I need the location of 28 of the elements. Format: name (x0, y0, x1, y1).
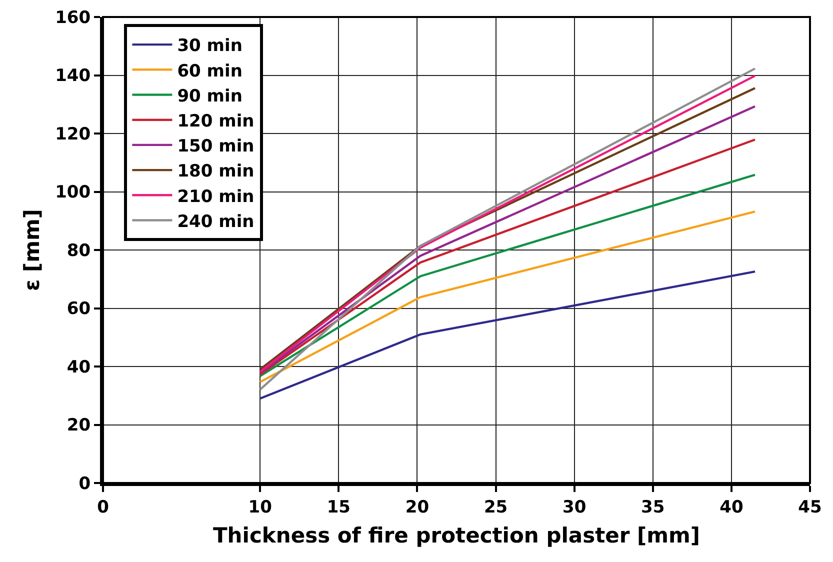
x-tick-label: 45 (798, 497, 822, 518)
y-tick-label: 100 (55, 182, 91, 203)
x-tick-label: 35 (641, 497, 665, 518)
y-tick-label: 160 (55, 8, 91, 28)
y-tick-label: 120 (55, 124, 91, 144)
x-tick-label: 0 (97, 497, 110, 518)
legend-label: 90 min (177, 86, 242, 106)
y-axis-title: ε [mm] (20, 209, 44, 291)
y-tick-label: 20 (66, 416, 91, 436)
y-tick-label: 60 (66, 299, 91, 320)
y-tick-label: 0 (78, 474, 91, 494)
legend-label: 60 min (177, 61, 242, 82)
x-tick-label: 20 (405, 497, 430, 518)
legend-label: 180 min (177, 162, 254, 182)
x-tick-label: 40 (720, 497, 744, 518)
x-tick-label: 30 (562, 497, 586, 518)
y-tick-label: 140 (55, 66, 91, 86)
y-tick-label: 80 (66, 240, 91, 261)
y-tick-label: 40 (66, 357, 91, 378)
legend-label: 210 min (177, 186, 254, 207)
x-tick-label: 25 (484, 497, 508, 518)
legend-label: 30 min (177, 36, 242, 56)
legend-label: 240 min (177, 212, 254, 232)
legend-label: 150 min (177, 136, 254, 157)
legend-label: 120 min (177, 111, 254, 132)
x-tick-label: 10 (248, 497, 272, 518)
x-tick-label: 15 (326, 497, 351, 518)
x-axis-title: Thickness of fire protection plaster [mm] (212, 524, 700, 548)
